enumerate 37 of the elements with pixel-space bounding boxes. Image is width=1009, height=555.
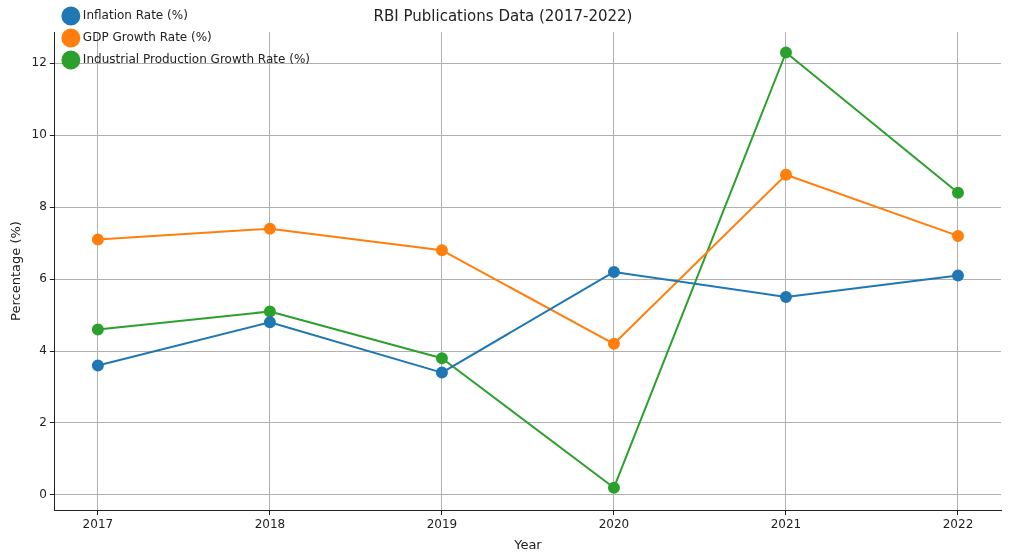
x-tick-label: 2018 bbox=[254, 517, 286, 532]
point bbox=[607, 481, 620, 494]
point bbox=[91, 233, 104, 246]
chart-title: RBI Publications Data (2017-2022) bbox=[373, 6, 633, 25]
x-tick-label: 2021 bbox=[770, 517, 802, 532]
x-tick-label: 2017 bbox=[82, 517, 114, 532]
point bbox=[263, 305, 276, 318]
point bbox=[91, 359, 104, 372]
point bbox=[951, 229, 964, 242]
point bbox=[779, 168, 792, 181]
point bbox=[951, 269, 964, 282]
legend-label: GDP Growth Rate (%) bbox=[82, 30, 212, 45]
x-tick-label: 2019 bbox=[426, 517, 458, 532]
x-tick-label: 2022 bbox=[942, 517, 974, 532]
x-tick-label: 2020 bbox=[598, 517, 630, 532]
legend-label: Industrial Production Growth Rate (%) bbox=[82, 52, 310, 67]
point bbox=[607, 265, 620, 278]
y-tick-label: 8 bbox=[39, 199, 47, 214]
point bbox=[779, 291, 792, 304]
point bbox=[263, 316, 276, 329]
y-tick-label: 4 bbox=[39, 343, 47, 358]
y-tick-label: 6 bbox=[39, 271, 47, 286]
y-tick-label: 12 bbox=[31, 55, 47, 70]
point bbox=[435, 352, 448, 365]
x-axis-title: Year bbox=[513, 536, 543, 552]
point bbox=[91, 323, 104, 336]
point bbox=[435, 244, 448, 257]
y-tick-label: 10 bbox=[31, 127, 47, 142]
point bbox=[607, 337, 620, 350]
point bbox=[435, 366, 448, 379]
y-tick-label: 0 bbox=[39, 487, 47, 502]
point bbox=[779, 46, 792, 59]
point bbox=[263, 222, 276, 235]
y-axis-title: Percentage (%) bbox=[8, 221, 24, 321]
y-tick-label: 2 bbox=[39, 415, 47, 430]
point bbox=[951, 186, 964, 199]
legend-label: Inflation Rate (%) bbox=[82, 8, 188, 23]
